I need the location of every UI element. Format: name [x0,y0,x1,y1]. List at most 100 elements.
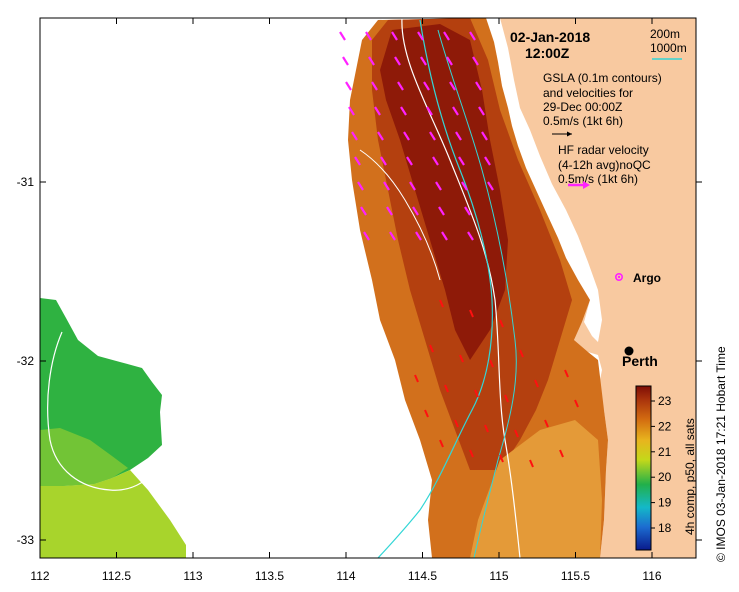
hf-velocity-arrow [478,106,485,116]
legend-200m-label: 200m [650,27,680,41]
sst-cool-region-south [40,470,186,558]
contour-200m-cool [47,331,157,491]
gsla-line-3: 29-Dec 00:00Z [543,100,622,114]
hf-velocity-arrow [420,56,427,66]
hf-radar-arrows [339,31,494,241]
hf-line-3: 0.5m/s (1kt 6h) [558,172,638,186]
hf-velocity-arrow [374,106,381,116]
colorbar-tick-label: 21 [658,445,672,459]
gsla-velocity-arrow [519,349,524,358]
x-axis: 112 112.5 113 113.5 114 114.5 115 115.5 116 [30,18,662,583]
hf-velocity-arrow [397,81,404,91]
gsla-velocity-arrow [559,449,564,458]
hf-velocity-arrow [351,131,358,141]
gsla-velocity-arrow [484,424,489,433]
gsla-line-2: and velocities for [543,86,633,100]
sst-region-south [470,420,602,558]
hf-velocity-arrow [386,206,393,216]
gsla-velocity-arrow [424,409,429,418]
gsla-line-4: 0.5m/s (1kt 6h) [543,114,623,128]
gsla-velocity-arrow [544,419,549,428]
gsla-velocity-arrow [459,354,464,363]
sst-cool-region-band [40,428,128,486]
hf-velocity-arrow [432,156,439,166]
hf-velocity-arrow [435,181,442,191]
hf-velocity-arrow [461,181,468,191]
hf-velocity-arrow [423,81,430,91]
hf-velocity-arrow [380,156,387,166]
gsla-velocity-arrow [444,384,449,393]
hf-velocity-arrow [449,81,456,91]
gsla-velocity-arrow [454,419,459,428]
hf-scale-arrow-icon [568,181,590,189]
y-tick-label: -33 [17,533,35,547]
colorbar-tick-label: 19 [658,496,672,510]
colorbar-tick-label: 22 [658,419,672,433]
colorbar-tick-label: 20 [658,470,672,484]
y-axis: -31 -32 -33 [17,175,702,547]
x-tick-label: 112.5 [102,569,131,583]
hf-velocity-arrow [371,81,378,91]
gsla-scale-arrow-icon [552,131,572,137]
hf-line-1: HF radar velocity [558,143,649,157]
gsla-velocity-arrow [489,359,494,368]
gsla-velocity-arrow [414,374,419,383]
gsla-velocity-arrow [474,389,479,398]
x-tick-label: 113.5 [255,569,284,583]
hf-velocity-arrow [342,56,349,66]
hf-velocity-arrow [452,106,459,116]
gsla-velocity-arrow [469,309,474,318]
gsla-velocity-arrow [504,394,509,403]
hf-velocity-arrow [469,31,476,41]
hf-velocity-arrow [415,231,422,241]
argo-float-icon [614,272,623,281]
gsla-velocity-arrow [439,439,444,448]
y-tick-label: -32 [17,354,35,368]
hf-velocity-arrow [438,206,445,216]
hf-velocity-arrow [377,131,384,141]
hf-line-2: (4-12h avg)noQC [558,158,651,172]
hf-velocity-arrow [389,231,396,241]
coastal-strip [486,18,602,342]
hf-velocity-arrow [383,181,390,191]
perth-label: Perth [622,353,658,369]
hf-velocity-arrow [484,156,491,166]
hf-velocity-arrow [472,56,479,66]
sst-region-core [380,24,508,360]
hf-velocity-arrow [455,131,462,141]
perth-marker-icon [624,346,634,356]
hf-velocity-arrow [429,131,436,141]
colorbar-ticks: 18 19 20 21 22 23 [651,394,672,535]
hf-velocity-arrow [406,156,413,166]
x-tick-label: 115.5 [561,569,590,583]
gsla-velocity-arrow [429,344,434,353]
gsla-velocity-arrow [499,454,504,463]
hf-velocity-arrow [365,31,372,41]
contour-200m-west [359,149,441,281]
hf-velocity-arrow [360,206,367,216]
date-label: 02-Jan-2018 [510,29,590,45]
gsla-velocity-arrow [499,319,504,328]
hf-velocity-arrow [417,31,424,41]
hf-velocity-arrow [426,106,433,116]
plot-frame [39,17,697,559]
hf-velocity-arrow [348,106,355,116]
hf-velocity-arrow [446,56,453,66]
x-tick-label: 114 [336,569,355,583]
gsla-velocity-arrow [574,399,579,408]
colorbar [635,385,652,551]
hf-velocity-arrow [345,81,352,91]
colorbar-tick-label: 23 [658,394,672,408]
hf-velocity-arrow [458,156,465,166]
colorbar-tick-label: 18 [658,521,672,535]
gsla-velocity-arrow [469,449,474,458]
hf-velocity-arrow [441,231,448,241]
time-label: 12:00Z [525,45,570,61]
gsla-velocity-arrow [529,459,534,468]
hf-velocity-arrow [368,56,375,66]
colorbar-title: 4h comp, p50, all sats [683,418,697,535]
gsla-arrows [414,299,579,468]
hf-velocity-arrow [394,56,401,66]
hf-velocity-arrow [357,181,364,191]
